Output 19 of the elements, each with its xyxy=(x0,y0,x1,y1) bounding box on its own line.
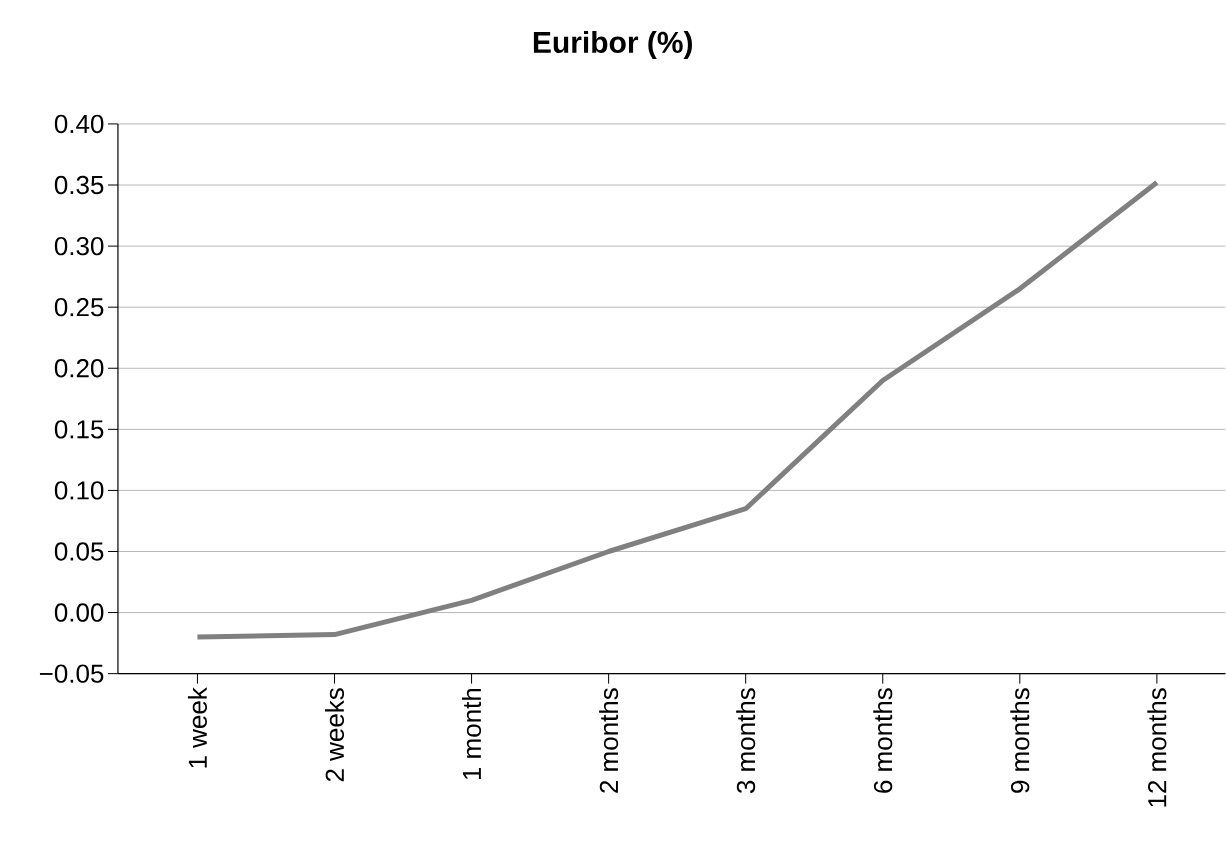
y-tick-label: 0.15 xyxy=(54,420,104,439)
x-tick-label: 12 months xyxy=(1147,688,1167,807)
x-tick-label: 1 month xyxy=(462,689,482,780)
x-tick-label: 6 months xyxy=(873,688,893,793)
y-tick-label: 0.25 xyxy=(54,298,104,317)
y-tick-label: 0.10 xyxy=(54,481,104,500)
x-tick-label: 2 months xyxy=(599,688,619,793)
chart-title: Euribor (%) xyxy=(533,31,692,60)
x-tick-label: 2 weeks xyxy=(324,688,345,782)
y-tick-label: 0.00 xyxy=(54,603,104,622)
x-tick-label: 3 months xyxy=(736,688,756,794)
x-tick-label: 9 months xyxy=(1010,688,1030,794)
x-tick-label: 1 week xyxy=(187,687,207,768)
y-tick-label: 0.35 xyxy=(54,176,104,195)
y-tick-label: 0.05 xyxy=(54,542,104,561)
y-tick-label: 0.20 xyxy=(54,359,104,378)
y-tick-label: −0.05 xyxy=(39,664,104,684)
y-tick-label: 0.40 xyxy=(54,114,104,134)
y-tick-label: 0.30 xyxy=(54,237,104,256)
